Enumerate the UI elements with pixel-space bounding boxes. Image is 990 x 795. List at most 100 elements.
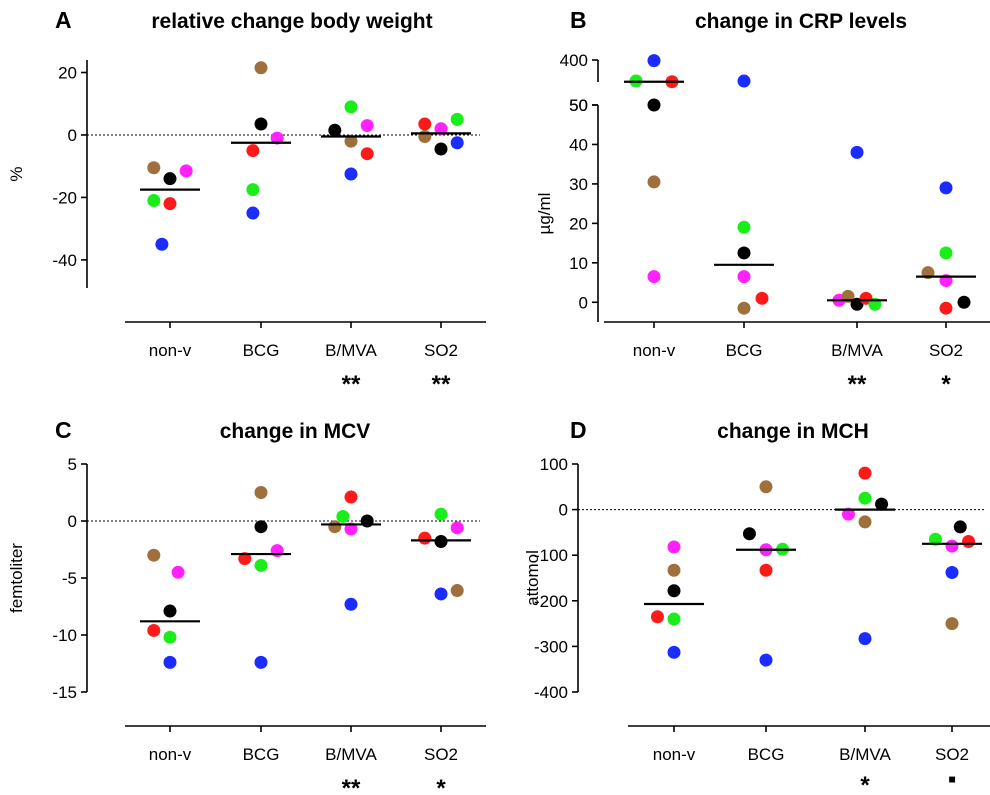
data-point [450,521,464,535]
data-point [328,123,342,137]
data-point [858,515,872,529]
data-point [647,175,661,189]
data-point [737,246,751,260]
y-tick-label: 50 [569,96,588,115]
x-tick-label: BCG [726,341,763,360]
data-point [945,539,959,553]
data-point [737,301,751,315]
x-tick-label: B/MVA [831,341,883,360]
y-axis-label: % [7,166,26,181]
data-point [450,136,464,150]
data-point [254,558,268,572]
data-point [163,604,177,618]
y-tick-label: 40 [569,135,588,154]
data-point [360,119,374,133]
y-tick-label: -20 [52,188,77,207]
y-axis-label: femtoliter [7,543,26,613]
significance-marker: ** [342,775,361,795]
x-tick-label: non-v [149,341,192,360]
y-tick-label: 0 [559,501,568,520]
y-tick-label: -15 [52,683,77,702]
data-point [737,220,751,234]
x-tick-label: SO2 [424,341,458,360]
panel-title: change in MCV [220,420,371,443]
y-tick-label: 30 [569,175,588,194]
data-point [434,122,448,136]
data-point [254,520,268,534]
y-tick-label: 0 [68,512,77,531]
significance-marker: ** [432,371,451,398]
y-tick-label: -300 [534,637,568,656]
data-point [254,486,268,499]
panel-letter: B [570,7,587,33]
data-point [163,655,177,669]
data-point [163,630,177,644]
x-tick-label: non-v [149,745,192,764]
data-point [147,194,161,208]
data-point [254,117,268,131]
data-point [957,295,971,309]
data-point [450,112,464,126]
data-point [344,167,358,181]
data-point [418,531,432,545]
data-point [344,522,358,536]
data-point [858,632,872,646]
x-tick-label: BCG [243,745,280,764]
panel-letter: D [570,417,587,443]
data-point [742,527,756,541]
data-point [344,490,358,504]
data-point [450,584,464,598]
data-point [939,246,953,260]
data-point [667,645,681,659]
significance-marker: ** [848,371,867,398]
y-axis-label: µg/ml [535,193,554,235]
data-point [939,301,953,315]
y-tick-label: -40 [52,251,77,270]
data-point [434,535,448,549]
y-tick-label: -10 [52,626,77,645]
data-point [344,597,358,611]
x-tick-label: non-v [633,341,676,360]
significance-marker: * [860,772,870,795]
data-point [945,617,959,631]
data-point [238,552,252,566]
y-tick-label: 20 [58,63,77,82]
data-point [434,142,448,156]
data-point [147,623,161,637]
x-tick-label: B/MVA [839,745,891,764]
data-point [858,491,872,505]
y-tick-label: 100 [540,455,568,474]
panel-title: change in MCH [717,420,869,443]
data-point [171,565,185,579]
data-point [344,134,358,148]
data-point [945,566,959,580]
data-point [163,172,177,186]
data-point [246,183,260,197]
data-point [667,584,681,598]
data-point [246,206,260,220]
data-point [667,563,681,577]
data-point [328,520,342,534]
y-axis-label: attomol [523,550,542,606]
data-point [737,270,751,284]
data-point [759,563,773,577]
data-point [939,181,953,195]
significance-marker: * [436,775,446,795]
data-point [737,74,751,88]
y-tick-label: 10 [569,254,588,273]
data-point [179,164,193,178]
x-tick-label: SO2 [929,341,963,360]
data-point [647,270,661,284]
data-point [647,98,661,112]
data-point [147,161,161,175]
data-point [434,507,448,521]
data-point [759,653,773,667]
data-point [759,480,773,494]
data-point [962,535,976,549]
data-point [841,507,855,521]
data-point [270,544,284,558]
